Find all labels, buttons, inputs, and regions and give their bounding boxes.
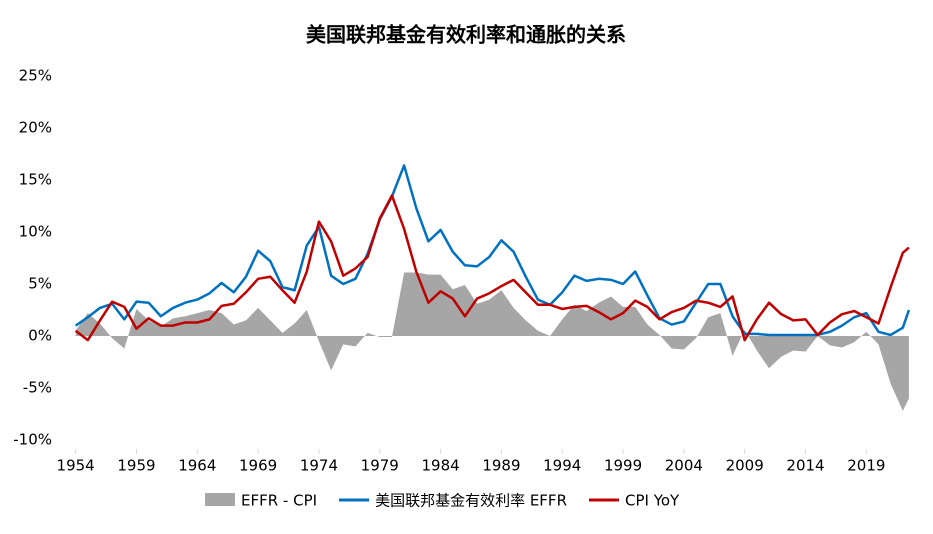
y-tick-label: 20% [19, 119, 52, 137]
chart-title: 美国联邦基金有效利率和通胀的关系 [306, 23, 626, 47]
legend-swatch [205, 493, 235, 506]
legend-label: CPI YoY [625, 492, 680, 510]
x-tick-label: 1994 [543, 457, 581, 475]
y-tick-label: 0% [28, 327, 52, 345]
legend-label: 美国联邦基金有效利率 EFFR [375, 492, 567, 510]
y-tick-label: 10% [19, 223, 52, 241]
y-tick-label: 25% [19, 67, 52, 85]
x-tick-label: 2004 [665, 457, 703, 475]
x-tick-label: 1964 [178, 457, 216, 475]
y-tick-label: 15% [19, 171, 52, 189]
x-tick-label: 1984 [421, 457, 459, 475]
area [75, 272, 909, 411]
y-tick-label: -10% [13, 431, 52, 449]
x-tick-label: 1989 [482, 457, 520, 475]
line [74, 164, 911, 337]
x-tick-label: 1979 [361, 457, 399, 475]
x-tick-label: 1974 [300, 457, 338, 475]
y-tick-label: -5% [23, 379, 52, 397]
legend-label: EFFR - CPI [241, 492, 317, 510]
x-tick-label: 2019 [847, 457, 885, 475]
line [74, 194, 910, 342]
x-tick-label: 1999 [604, 457, 642, 475]
x-tick-label: 1954 [57, 457, 95, 475]
x-tick-label: 2014 [786, 457, 824, 475]
x-tick-label: 1959 [117, 457, 155, 475]
y-tick-label: 5% [28, 275, 52, 293]
x-tick-label: 2009 [726, 457, 764, 475]
x-tick-label: 1969 [239, 457, 277, 475]
